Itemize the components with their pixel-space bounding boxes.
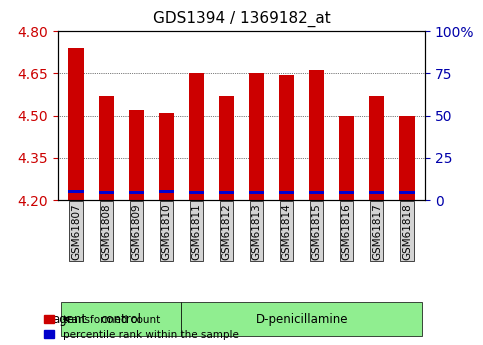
Bar bbox=[249, 190, 264, 194]
Bar bbox=[339, 116, 355, 200]
Title: GDS1394 / 1369182_at: GDS1394 / 1369182_at bbox=[153, 11, 330, 27]
Bar bbox=[309, 70, 324, 200]
Text: D-penicillamine: D-penicillamine bbox=[256, 313, 348, 326]
Bar bbox=[128, 110, 144, 200]
Bar bbox=[279, 75, 294, 200]
Bar bbox=[249, 73, 264, 200]
Bar bbox=[69, 48, 84, 200]
Text: agent: agent bbox=[52, 313, 86, 326]
Bar bbox=[219, 96, 234, 200]
FancyBboxPatch shape bbox=[61, 302, 181, 336]
Bar bbox=[309, 190, 324, 194]
Bar bbox=[399, 116, 414, 200]
Bar bbox=[369, 96, 384, 200]
Bar bbox=[399, 190, 414, 194]
Bar bbox=[99, 96, 114, 200]
Bar bbox=[99, 190, 114, 194]
FancyBboxPatch shape bbox=[181, 302, 422, 336]
Bar bbox=[219, 190, 234, 194]
Bar bbox=[339, 190, 355, 194]
Bar bbox=[69, 190, 84, 193]
Legend: transformed count, percentile rank within the sample: transformed count, percentile rank withi… bbox=[44, 315, 239, 340]
Bar bbox=[189, 190, 204, 194]
Text: control: control bbox=[100, 313, 142, 326]
Bar bbox=[189, 73, 204, 200]
Bar bbox=[159, 113, 174, 200]
Bar bbox=[369, 190, 384, 194]
Bar bbox=[128, 190, 144, 194]
Bar bbox=[279, 190, 294, 194]
Bar bbox=[159, 190, 174, 193]
